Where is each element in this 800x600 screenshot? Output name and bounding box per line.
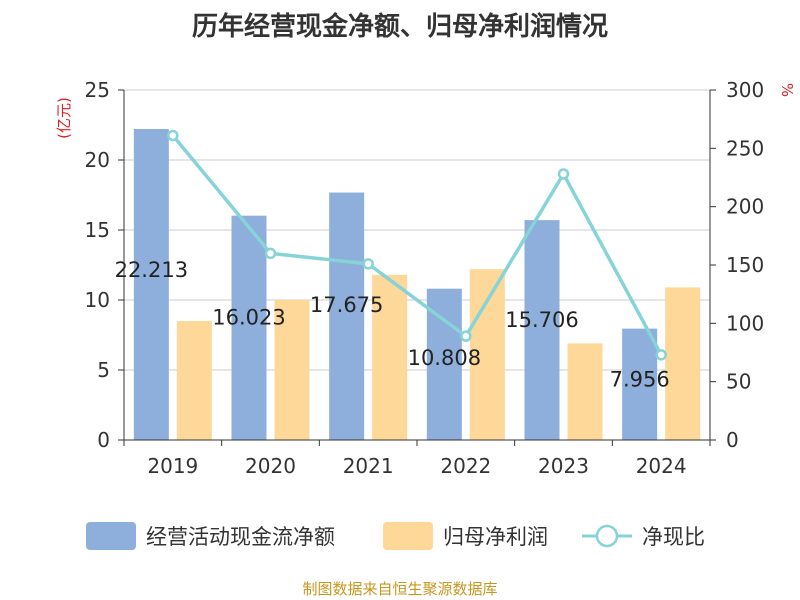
right-tick-label: 250	[726, 136, 764, 160]
bars	[133, 129, 701, 440]
bar-cashflow	[329, 192, 365, 440]
bar-cashflow	[231, 215, 267, 440]
bar-netprofit	[274, 300, 310, 440]
x-tick-label: 2019	[147, 454, 198, 478]
ratio-point	[460, 330, 472, 342]
x-tick-label: 2024	[636, 454, 687, 478]
right-tick-label: 300	[726, 78, 764, 102]
left-axis-unit: (亿元)	[55, 97, 73, 139]
left-tick-label: 25	[85, 78, 110, 102]
legend-marker-ratio	[595, 524, 619, 548]
legend-label-netprofit: 归母净利润	[443, 525, 548, 549]
legend-label-cashflow: 经营活动现金流净额	[146, 525, 335, 549]
bar-cashflow	[133, 129, 169, 440]
right-axis-unit: %	[778, 83, 796, 97]
legend-label-ratio: 净现比	[642, 525, 705, 549]
ratio-point	[362, 258, 374, 270]
bar-netprofit	[665, 287, 701, 440]
left-tick-label: 10	[85, 288, 110, 312]
left-tick-label: 5	[97, 358, 110, 382]
chart-title: 历年经营现金净额、归母净利润情况	[191, 12, 608, 42]
ratio-point	[264, 247, 277, 260]
source-note: 制图数据来自恒生聚源数据库	[302, 580, 498, 598]
x-tick-label: 2022	[440, 454, 491, 478]
right-tick-label: 100	[726, 311, 764, 335]
bar-netprofit	[176, 321, 212, 440]
bar-netprofit	[567, 343, 603, 440]
data-label-cashflow: 16.023	[212, 306, 285, 330]
right-tick-label: 150	[726, 253, 764, 277]
legend-swatch-netprofit	[383, 522, 433, 550]
ratio-point	[655, 349, 667, 361]
right-tick-label: 50	[726, 370, 751, 394]
legend-swatch-cashflow	[86, 522, 136, 550]
data-label-cashflow: 17.675	[310, 293, 383, 317]
right-tick-label: 0	[726, 428, 739, 452]
data-label-cashflow: 10.808	[408, 346, 481, 370]
ratio-line-path	[171, 134, 663, 356]
data-label-cashflow: 22.213	[115, 258, 188, 282]
left-tick-label: 0	[97, 428, 110, 452]
data-labels: 22.213 16.023 17.675 10.808 15.706 7.956	[115, 258, 670, 392]
data-label-cashflow: 7.956	[610, 368, 670, 392]
left-tick-label: 20	[85, 148, 110, 172]
x-tick-label: 2023	[538, 454, 589, 478]
bar-cashflow	[426, 288, 462, 440]
bar-cashflow	[524, 220, 560, 440]
x-tick-label: 2020	[245, 454, 296, 478]
ratio-line	[167, 129, 667, 361]
ratio-point	[557, 168, 570, 180]
x-tick-label: 2021	[343, 454, 394, 478]
right-tick-label: 200	[726, 195, 764, 219]
bar-netprofit	[372, 274, 408, 440]
bar-cashflow	[622, 328, 658, 440]
left-tick-label: 15	[85, 218, 110, 242]
ratio-point	[167, 129, 179, 142]
data-label-cashflow: 15.706	[505, 308, 578, 332]
legend: 经营活动现金流净额 归母净利润 净现比	[86, 522, 705, 550]
